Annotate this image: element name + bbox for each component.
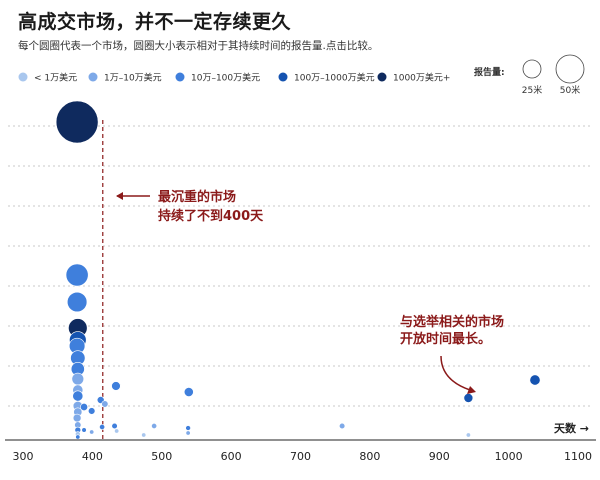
x-axis-label: 天数 → (554, 421, 589, 435)
x-tick-300: 300 (13, 450, 34, 463)
data-point-36[interactable] (75, 434, 81, 440)
gridlines (8, 125, 593, 407)
bubbles (55, 100, 541, 440)
data-point-1[interactable] (65, 263, 89, 287)
legend-label-0: < 1万美元 (34, 72, 77, 84)
data-point-17[interactable] (72, 413, 82, 423)
data-point-29[interactable] (185, 425, 191, 431)
legend-label-2: 10万–100万美元 (191, 72, 260, 84)
data-point-33[interactable] (141, 432, 147, 438)
x-tick-500: 500 (151, 450, 172, 463)
legend-label-3: 100万–1000万美元 (294, 72, 375, 84)
chart-title: 高成交市场，并不一定存续更久 (18, 11, 292, 33)
data-point-34[interactable] (185, 430, 191, 436)
data-point-27[interactable] (151, 423, 158, 429)
data-point-14[interactable] (463, 393, 474, 403)
annotation-arrowhead-0 (116, 192, 123, 200)
legend-swatch-0 (18, 72, 28, 82)
data-point-24[interactable] (111, 422, 118, 430)
x-axis-ticks: 300 400 500 600 700 800 900 1000 1100 (13, 450, 593, 463)
chart-subtitle: 每个圆圈代表一个市场，圆圈大小表示相对于其持续时间的报告量.点击比较。 (18, 40, 379, 52)
data-point-15[interactable] (111, 381, 121, 391)
data-point-20[interactable] (87, 407, 96, 415)
legend-label-4: 1000万美元+ (393, 72, 450, 84)
size-legend-label-0: 25米 (522, 84, 542, 96)
legend-label-1: 1万–10万美元 (104, 72, 162, 84)
data-point-11[interactable] (529, 374, 541, 386)
data-point-31[interactable] (89, 429, 95, 435)
x-tick-600: 600 (221, 450, 242, 463)
data-point-8[interactable] (71, 372, 85, 386)
legend-swatch-4 (377, 72, 387, 82)
data-point-2[interactable] (66, 291, 88, 313)
data-point-18[interactable] (80, 403, 88, 411)
data-point-35[interactable] (465, 432, 471, 438)
annotation-0-line-1: 持续了不到400天 (158, 208, 264, 224)
size-legend-title: 报告量: (474, 66, 505, 78)
data-point-13[interactable] (183, 387, 194, 397)
legend-swatch-3 (278, 72, 288, 82)
data-point-10[interactable] (72, 390, 84, 402)
annotation-0-line-0: 最沉重的市场 (158, 189, 236, 205)
data-point-26[interactable] (99, 424, 106, 430)
x-tick-700: 700 (290, 450, 311, 463)
x-tick-1100: 1100 (564, 450, 592, 463)
annotation-1-line-0: 与选举相关的市场 (400, 314, 504, 330)
x-tick-800: 800 (359, 450, 380, 463)
data-point-25[interactable] (339, 422, 346, 430)
data-point-32[interactable] (114, 428, 120, 434)
size-legend-circle-0 (522, 59, 542, 79)
data-point-22[interactable] (101, 400, 109, 408)
annotation-arrowhead-1 (467, 386, 476, 394)
size-legend-label-1: 50米 (560, 84, 580, 96)
annotation-arrow-1 (440, 355, 471, 391)
data-point-0[interactable] (55, 100, 99, 144)
legend: < 1万美元 1万–10万美元 10万–100万美元 100万–1000万美元 1000… (18, 54, 585, 96)
x-tick-1000: 1000 (495, 450, 523, 463)
legend-swatch-1 (88, 72, 98, 82)
x-tick-900: 900 (429, 450, 450, 463)
annotation-1-line-1: 开放时间最长。 (400, 331, 491, 347)
data-point-30[interactable] (81, 427, 87, 433)
size-legend-circle-1 (555, 54, 585, 84)
x-tick-400: 400 (82, 450, 103, 463)
legend-swatch-2 (175, 72, 185, 82)
